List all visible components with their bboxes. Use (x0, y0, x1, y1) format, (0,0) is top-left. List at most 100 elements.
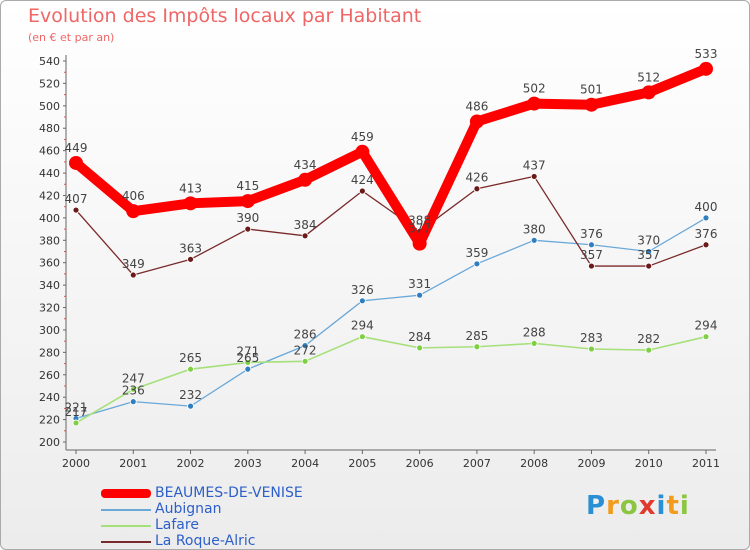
data-label: 331 (408, 277, 431, 291)
data-point (187, 402, 194, 410)
data-label: 390 (236, 211, 259, 225)
data-label: 388 (408, 213, 431, 227)
data-point (187, 255, 194, 263)
legend-label: BEAUMES-DE-VENISE (155, 485, 303, 501)
data-label: 376 (695, 227, 718, 241)
x-tick-label: 2006 (406, 457, 434, 470)
x-tick-label: 2002 (177, 457, 205, 470)
y-tick-label: 320 (39, 302, 60, 315)
data-label: 232 (179, 388, 202, 402)
legend-swatch (101, 525, 151, 527)
data-point (645, 248, 653, 255)
data-point (183, 196, 198, 211)
legend-swatch (101, 489, 151, 498)
series-line (75, 335, 707, 424)
x-tick-label: 2008 (520, 457, 548, 470)
data-point (301, 342, 309, 350)
data-label: 437 (523, 158, 546, 172)
data-label: 486 (465, 100, 488, 114)
data-label: 359 (465, 246, 488, 260)
data-label: 217 (65, 405, 88, 419)
data-point (473, 260, 481, 268)
legend-label: La Roque-Alric (155, 533, 256, 549)
logo-letter: t (666, 491, 680, 521)
data-point (641, 85, 656, 100)
data-label: 512 (637, 70, 660, 84)
data-label: 363 (179, 241, 202, 255)
data-point (469, 114, 484, 129)
series-line (75, 217, 707, 420)
data-point (301, 357, 309, 365)
data-label: 272 (294, 343, 317, 357)
chart-subtitle: (en € et par an) (28, 31, 115, 44)
logo-letter: r (606, 491, 620, 521)
data-point (588, 241, 595, 249)
data-point (645, 346, 653, 354)
data-label: 357 (637, 248, 660, 262)
data-label: 434 (294, 158, 317, 172)
legend-swatch (101, 509, 151, 511)
data-label: 221 (65, 400, 88, 414)
data-label: 265 (236, 351, 259, 365)
data-point (530, 339, 538, 347)
data-label: 377 (408, 222, 431, 236)
data-point (702, 214, 710, 222)
chart-title: Evolution des Impôts locaux par Habitant (28, 5, 422, 27)
x-tick-label: 2001 (119, 457, 147, 470)
y-tick-label: 480 (39, 122, 60, 135)
data-label: 285 (465, 329, 488, 343)
data-point (358, 187, 366, 195)
y-tick-label: 380 (39, 234, 60, 247)
y-tick-label: 200 (39, 436, 60, 449)
data-label: 284 (408, 330, 431, 344)
data-point (702, 333, 710, 341)
series-line (75, 175, 707, 276)
data-label: 449 (65, 141, 88, 155)
data-point (588, 345, 595, 353)
data-label: 349 (122, 257, 145, 271)
data-point (588, 262, 595, 270)
data-point (244, 225, 252, 233)
data-label: 370 (637, 234, 660, 248)
data-point (298, 172, 313, 187)
data-label: 413 (179, 181, 202, 195)
legend-swatch (101, 541, 151, 543)
legend-label: Aubignan (155, 501, 222, 517)
data-point (355, 144, 370, 159)
logo-letter: o (619, 491, 639, 521)
data-label: 406 (122, 189, 145, 203)
data-point (699, 61, 713, 76)
data-point (473, 343, 481, 351)
data-point (301, 232, 309, 240)
data-point (416, 291, 424, 299)
data-label: 459 (351, 130, 374, 144)
data-label: 236 (122, 384, 145, 398)
data-point (72, 419, 80, 427)
x-tick-label: 2000 (62, 457, 90, 470)
y-tick-label: 420 (39, 189, 60, 202)
logo-letter: x (638, 491, 657, 521)
data-label: 294 (351, 319, 374, 333)
data-label: 357 (580, 248, 603, 262)
data-label: 407 (65, 192, 88, 206)
y-tick-label: 460 (39, 145, 60, 158)
x-tick-label: 2004 (291, 457, 319, 470)
series-line (71, 63, 711, 249)
data-point (358, 333, 366, 341)
y-tick-label: 300 (39, 324, 60, 337)
x-tick-label: 2003 (234, 457, 262, 470)
y-tick-label: 440 (39, 167, 60, 180)
data-label: 415 (236, 179, 259, 193)
x-tick-label: 2005 (348, 457, 376, 470)
data-point (530, 236, 538, 244)
y-tick-label: 360 (39, 257, 60, 270)
data-point (527, 96, 542, 111)
data-label: 282 (637, 332, 660, 346)
y-tick-label: 260 (39, 369, 60, 382)
data-point (129, 398, 137, 406)
x-tick-label: 2011 (692, 457, 720, 470)
logo-letter: i (656, 491, 667, 521)
data-point (358, 297, 366, 305)
x-tick-label: 2007 (463, 457, 491, 470)
data-point (72, 206, 80, 214)
